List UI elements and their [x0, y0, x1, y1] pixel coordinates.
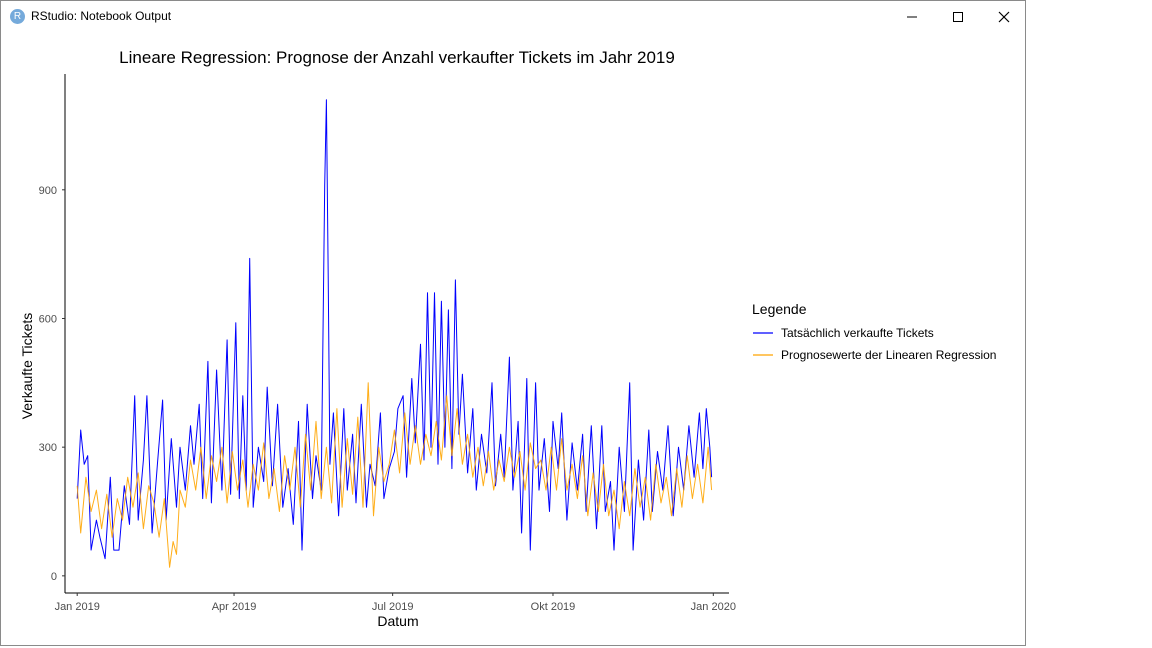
chart-title: Lineare Regression: Prognose der Anzahl … [119, 48, 675, 67]
x-tick-label: Okt 2019 [531, 601, 576, 613]
legend-label-predicted: Prognosewerte der Linearen Regression [781, 348, 996, 362]
window-title: RStudio: Notebook Output [31, 9, 172, 23]
rstudio-icon: R [10, 9, 25, 24]
line-chart: Lineare Regression: Prognose der Anzahl … [19, 48, 996, 629]
maximize-button[interactable] [935, 1, 981, 32]
x-tick-label: Jul 2019 [372, 601, 414, 613]
legend: Legende Tatsächlich verkaufte Tickets Pr… [752, 301, 996, 362]
y-tick-label: 600 [39, 313, 57, 325]
minimize-icon [907, 16, 917, 17]
x-tick-label: Jan 2019 [55, 601, 100, 613]
minimize-button[interactable] [889, 1, 935, 32]
y-axis-label: Verkaufte Tickets [19, 313, 35, 420]
close-button[interactable] [981, 1, 1027, 32]
x-tick-label: Apr 2019 [212, 601, 257, 613]
y-tick-label: 900 [39, 185, 57, 197]
legend-label-actual: Tatsächlich verkaufte Tickets [781, 326, 934, 340]
x-tick-label: Jan 2020 [691, 601, 736, 613]
y-axis-ticks: 0 300 600 900 [39, 185, 65, 583]
series-layer [76, 99, 713, 568]
maximize-icon [953, 11, 963, 22]
series-line-predicted [76, 382, 713, 568]
x-axis-label: Datum [377, 613, 418, 629]
x-axis-ticks: Jan 2019 Apr 2019 Jul 2019 Okt 2019 Jan 2020 [55, 593, 736, 613]
legend-title: Legende [752, 301, 807, 317]
title-bar[interactable]: R RStudio: Notebook Output [1, 1, 1025, 32]
notebook-output-window: R RStudio: Notebook Output Lineare Regre… [0, 0, 1026, 646]
y-tick-label: 0 [51, 571, 57, 583]
series-line-actual [76, 99, 713, 560]
y-tick-label: 300 [39, 442, 57, 454]
close-icon [998, 11, 1010, 22]
